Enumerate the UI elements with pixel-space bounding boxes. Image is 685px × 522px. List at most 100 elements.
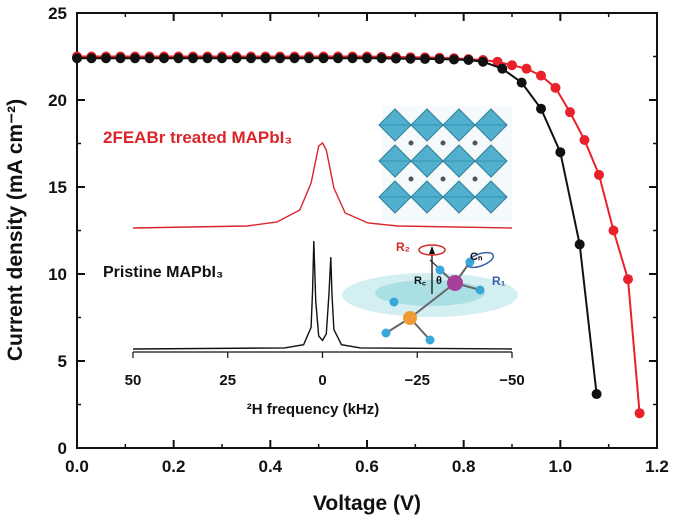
perovskite-structure-illustration [378, 106, 512, 221]
r2-label: R₂ [396, 240, 410, 254]
pristine-jv-point [173, 53, 184, 64]
x-tick-label: 0.6 [355, 457, 379, 476]
pristine-jv-point [497, 63, 508, 74]
jv-series [72, 51, 645, 419]
pristine-jv-point [318, 53, 329, 64]
pristine-jv-point [405, 53, 416, 64]
y-axis-title: Current density (mA cm⁻²) [4, 99, 27, 361]
pristine-jv-point [275, 53, 285, 64]
x-tick-label: 1.0 [549, 457, 573, 476]
main-axis-ticks [76, 12, 658, 449]
pristine-jv-point [246, 53, 256, 64]
pristine-jv-point [463, 54, 474, 65]
cn-label: Cₙ [470, 251, 483, 263]
hydrogen-atom-icon [389, 297, 399, 307]
inset-x-tick-label: 0 [318, 372, 326, 389]
cation-icon [472, 140, 478, 146]
pristine-jv-point [202, 53, 213, 64]
inset-tick-labels: 50 25 0 −25 −50 [125, 372, 525, 389]
treated-jv-point [579, 135, 590, 146]
treated-spectrum-label: 2FEABr treated MAPbI₃ [103, 128, 292, 147]
pristine-jv-point [115, 53, 126, 64]
main-tick-labels: 0.0 0.2 0.4 0.6 0.8 1.0 1.2 0 5 10 15 20 25 [48, 4, 669, 476]
pristine-jv-point [420, 53, 430, 64]
y-tick-label: 10 [48, 265, 67, 284]
octahedra-grid [378, 108, 508, 214]
pristine-jv-point [217, 53, 227, 64]
pristine-jv-point [478, 56, 488, 67]
cation-icon [408, 176, 414, 182]
cation-icon [472, 176, 478, 182]
cation-icon [440, 176, 446, 182]
pristine-jv-point [260, 53, 271, 64]
x-tick-label: 0.8 [452, 457, 476, 476]
inset-axis-ticks [132, 352, 513, 358]
pristine-jv-point [304, 53, 314, 64]
pristine-jv-point [362, 53, 372, 64]
inset-x-tick-label: −50 [499, 372, 524, 389]
pristine-jv-point [333, 53, 343, 64]
pristine-jv-point [536, 103, 546, 114]
rc-label: R꜀ [414, 275, 426, 287]
rotation-schematic: R₂ R꜀ θ Cₙ R₁ [342, 240, 518, 345]
hydrogen-atom-icon [435, 265, 445, 275]
pristine-jv-point [347, 53, 358, 64]
treated-nmr-spectrum [132, 141, 513, 229]
pristine-jv-point [144, 53, 155, 64]
treated-jv-point [550, 82, 561, 93]
inset-x-tick-label: −25 [405, 372, 430, 389]
pristine-jv-point [72, 53, 82, 64]
treated-jv-point [536, 70, 546, 81]
treated-jv-point [565, 107, 575, 118]
carbon-atom-icon [447, 275, 463, 291]
inset-x-tick-label: 50 [125, 372, 142, 389]
r1-label: R₁ [492, 274, 506, 288]
pristine-jv-point [289, 53, 300, 64]
x-tick-label: 0.2 [162, 457, 186, 476]
pristine-jv-point [130, 53, 140, 64]
pristine-jv-point [574, 239, 585, 250]
pristine-jv-point [391, 53, 401, 64]
hydrogen-atom-icon [381, 328, 391, 338]
inset-x-tick-label: 25 [219, 372, 236, 389]
inset-x-axis-title: ²H frequency (kHz) [247, 401, 380, 418]
hydrogen-atom-icon [465, 257, 475, 267]
pristine-jv-point [159, 53, 169, 64]
plot-frame [76, 12, 658, 449]
cation-icon [408, 140, 414, 146]
x-tick-label: 1.2 [645, 457, 669, 476]
y-tick-label: 25 [48, 4, 67, 23]
pristine-jv-point [591, 389, 602, 400]
inset-spectra [132, 141, 513, 350]
theta-label: θ [436, 275, 442, 287]
pristine-jv-point [376, 53, 387, 64]
treated-jv-point [594, 169, 604, 180]
pristine-jv-point [434, 54, 445, 65]
pristine-spectrum-label: Pristine MAPbI₃ [103, 264, 223, 281]
x-tick-label: 0.4 [259, 457, 283, 476]
treated-jv-point [521, 63, 532, 74]
y-tick-label: 0 [58, 439, 67, 458]
hydrogen-atom-icon [425, 335, 435, 345]
treated-jv-line [77, 55, 641, 414]
r2-rotation-ring [418, 244, 446, 256]
pristine-jv-line [77, 57, 598, 395]
treated-jv-point [507, 60, 517, 71]
pristine-jv-point [231, 53, 242, 64]
pristine-jv-point [86, 53, 97, 64]
pristine-jv-point [555, 147, 566, 158]
nitrogen-atom-icon [403, 311, 417, 325]
pristine-jv-point [449, 54, 459, 65]
treated-jv-point [608, 225, 619, 236]
x-tick-label: 0.0 [65, 457, 89, 476]
pristine-jv-point [516, 77, 527, 88]
treated-jv-point [634, 408, 645, 419]
hydrogen-atom-icon [475, 285, 485, 295]
pristine-jv-point [188, 53, 198, 64]
x-axis-title: Voltage (V) [313, 492, 421, 515]
y-tick-label: 5 [58, 352, 67, 371]
pristine-nmr-spectrum [132, 240, 513, 350]
pristine-jv-point [101, 53, 111, 64]
cation-icon [440, 140, 446, 146]
